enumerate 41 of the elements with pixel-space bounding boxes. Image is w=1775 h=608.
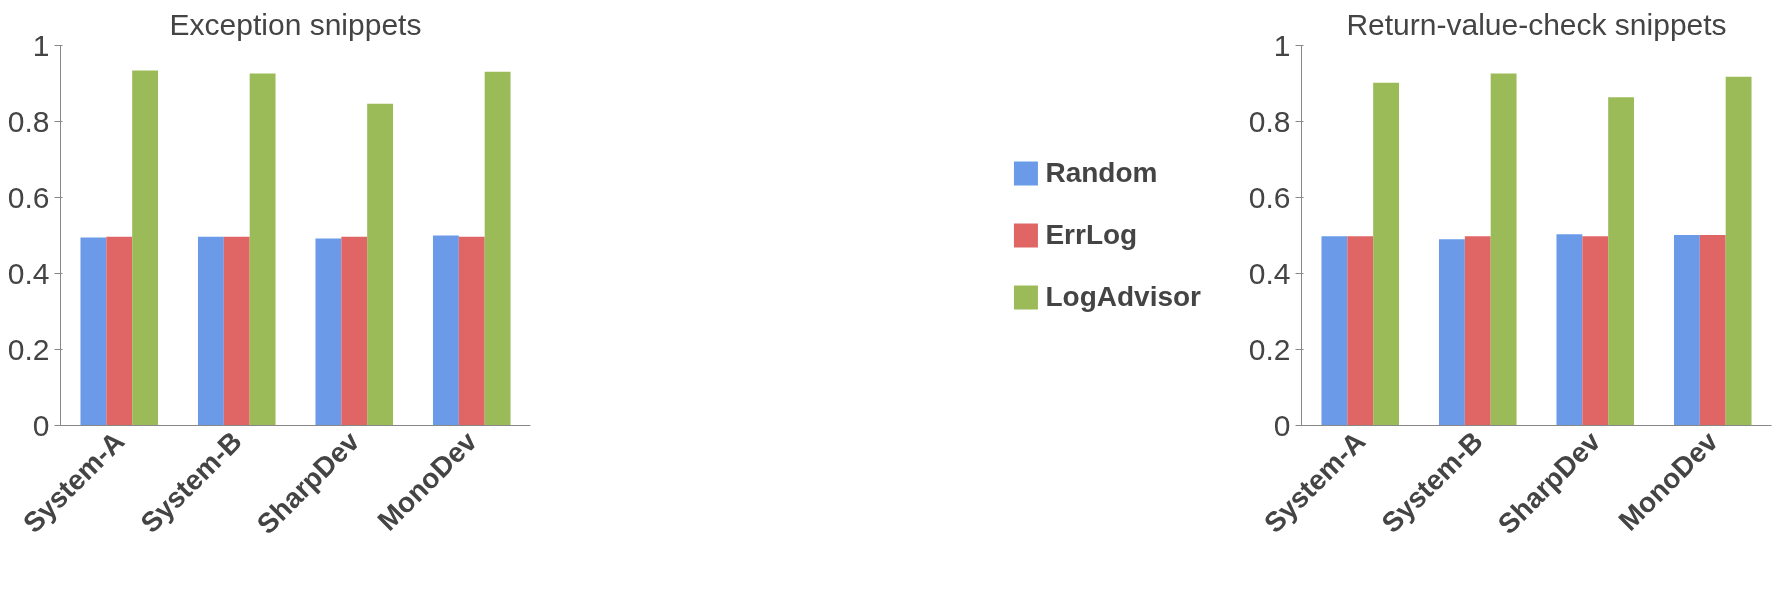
bar bbox=[197, 236, 224, 426]
chart-title: Exception snippets bbox=[169, 7, 422, 41]
bar bbox=[432, 235, 459, 426]
y-tick-label: 0 bbox=[1273, 408, 1291, 442]
y-tick-label: 0.2 bbox=[7, 332, 50, 366]
y-tick-label: 0.4 bbox=[7, 256, 50, 290]
y-tick-label: 0.4 bbox=[1248, 256, 1291, 290]
bar bbox=[315, 238, 342, 426]
bar bbox=[1490, 73, 1517, 426]
bar bbox=[341, 236, 368, 426]
y-tick-label: 0.2 bbox=[1248, 332, 1291, 366]
y-tick-label: 0.6 bbox=[1248, 180, 1291, 214]
bar bbox=[1556, 234, 1583, 426]
bar bbox=[458, 236, 485, 426]
bar bbox=[249, 73, 276, 426]
bar bbox=[1347, 236, 1374, 426]
bar bbox=[484, 71, 511, 426]
y-tick-label: 0.8 bbox=[7, 104, 50, 138]
bar bbox=[1699, 235, 1726, 426]
bar bbox=[1725, 76, 1752, 426]
bar bbox=[223, 236, 250, 426]
bar bbox=[106, 236, 133, 426]
bar bbox=[132, 70, 159, 426]
bar bbox=[80, 237, 107, 426]
y-tick-label: 0.6 bbox=[7, 180, 50, 214]
legend-label: ErrLog bbox=[1045, 219, 1138, 251]
legend-label: Random bbox=[1045, 157, 1158, 189]
bar bbox=[1321, 236, 1348, 426]
y-tick-label: 1 bbox=[32, 28, 50, 62]
bar bbox=[1608, 97, 1635, 426]
bar bbox=[1373, 82, 1400, 426]
bar bbox=[1464, 236, 1491, 426]
chart-title: Return-value-check snippets bbox=[1346, 7, 1727, 41]
y-tick-label: 1 bbox=[1273, 28, 1291, 62]
bar bbox=[1673, 235, 1700, 426]
y-tick-label: 0.8 bbox=[1248, 104, 1291, 138]
bar bbox=[1582, 236, 1609, 426]
y-tick-label: 0 bbox=[32, 408, 50, 442]
legend-label: LogAdvisor bbox=[1045, 281, 1201, 313]
bar bbox=[1438, 239, 1465, 426]
bar bbox=[367, 103, 394, 426]
